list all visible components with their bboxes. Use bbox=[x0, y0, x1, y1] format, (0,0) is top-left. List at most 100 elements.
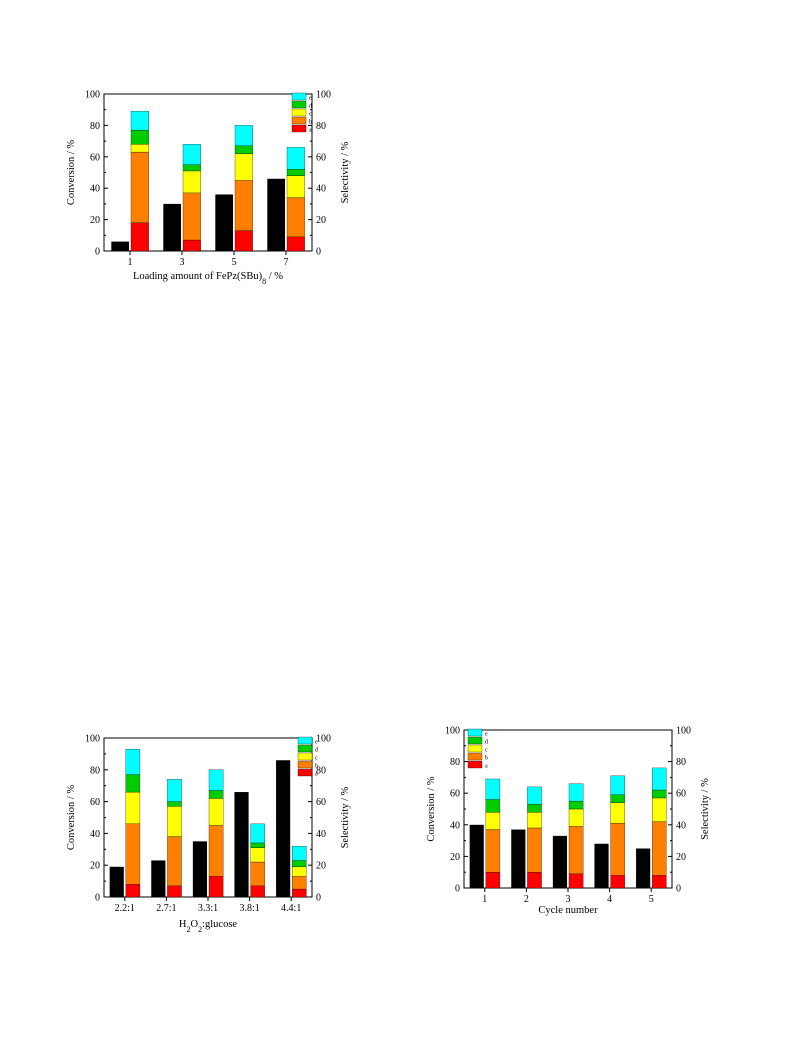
legend-label-a: a bbox=[485, 764, 488, 770]
y2-tick-label: 80 bbox=[676, 757, 686, 768]
selectivity-bar-a bbox=[292, 888, 307, 898]
selectivity-bar-e bbox=[527, 786, 542, 805]
selectivity-bar-c bbox=[286, 175, 305, 198]
selectivity-bar-c bbox=[610, 802, 625, 824]
legend-label-d: d bbox=[315, 748, 318, 754]
x-tick-label: 2.7:1 bbox=[156, 903, 176, 914]
legend-swatch-a bbox=[291, 124, 307, 133]
selectivity-bar-b bbox=[652, 821, 667, 876]
selectivity-bar-b bbox=[485, 829, 501, 873]
selectivity-bar-a bbox=[610, 875, 625, 889]
y-axis-label: Conversion / % bbox=[426, 776, 437, 842]
x-tick-label: 3 bbox=[180, 257, 185, 268]
selectivity-bar-e bbox=[250, 823, 265, 844]
x-axis-label: H2O2:glucose bbox=[179, 919, 238, 934]
y-tick-label: 0 bbox=[95, 893, 100, 904]
legend-swatch-e bbox=[467, 728, 483, 737]
legend-label-c: c bbox=[315, 756, 318, 762]
conversion-bar bbox=[552, 835, 567, 888]
selectivity-bar-c bbox=[234, 153, 253, 181]
legend-label-d: d bbox=[309, 104, 312, 110]
selectivity-bar-a bbox=[234, 230, 253, 252]
selectivity-bar-d bbox=[208, 790, 224, 799]
selectivity-bar-e bbox=[167, 779, 182, 802]
selectivity-bar-d bbox=[286, 169, 305, 176]
y-tick-label: 80 bbox=[90, 765, 100, 776]
conversion-bar bbox=[109, 866, 124, 897]
legend-swatch-b bbox=[467, 752, 483, 761]
selectivity-bar-a bbox=[208, 876, 224, 898]
y-tick-label: 0 bbox=[455, 884, 460, 895]
x-tick-label: 7 bbox=[284, 257, 289, 268]
selectivity-bar-b bbox=[208, 825, 224, 877]
selectivity-bar-a bbox=[167, 885, 182, 898]
selectivity-bar-d bbox=[485, 799, 501, 813]
y2-tick-label: 100 bbox=[316, 90, 331, 101]
legend-label-a: a bbox=[315, 772, 318, 778]
selectivity-bar-d bbox=[527, 804, 542, 813]
selectivity-bar-c bbox=[527, 812, 542, 829]
x-tick-label: 1 bbox=[128, 257, 133, 268]
x-axis-label: Cycle number bbox=[538, 905, 598, 916]
x-tick-label: 3.8:1 bbox=[239, 903, 259, 914]
selectivity-bar-e bbox=[652, 767, 667, 791]
y-tick-label: 80 bbox=[90, 121, 100, 132]
selectivity-bar-b bbox=[250, 861, 265, 887]
y2-tick-label: 100 bbox=[316, 734, 331, 745]
y-tick-label: 60 bbox=[450, 789, 460, 800]
y2-axis-label: Selectivity / % bbox=[700, 778, 711, 840]
x-tick-label: 3.3:1 bbox=[198, 903, 218, 914]
selectivity-bar-e bbox=[182, 144, 201, 165]
legend-swatch-b bbox=[297, 760, 313, 769]
legend-swatch-c bbox=[291, 108, 307, 117]
selectivity-bar-b bbox=[130, 151, 149, 223]
selectivity-bar-b bbox=[292, 876, 307, 890]
legend-label-b: b bbox=[315, 764, 318, 770]
x-tick-label: 2 bbox=[524, 894, 529, 905]
y-tick-label: 20 bbox=[90, 861, 100, 872]
selectivity-bar-e bbox=[610, 775, 625, 795]
selectivity-bar-c bbox=[208, 798, 224, 826]
conversion-bar bbox=[111, 241, 129, 251]
chart-loading-amount-svg: 0 0 20 20 40 40 60 60 80 80 100 100 1 3 5 7 Conversion /… bbox=[66, 90, 351, 286]
conversion-bar bbox=[151, 860, 166, 897]
selectivity-bar-c bbox=[250, 847, 265, 863]
legend-swatch-c bbox=[297, 752, 313, 761]
selectivity-bar-e bbox=[125, 748, 141, 775]
selectivity-bar-a bbox=[125, 884, 141, 898]
y2-axis-label: Selectivity / % bbox=[340, 786, 351, 848]
y-tick-label: 100 bbox=[85, 734, 100, 745]
legend-label-e: e bbox=[315, 740, 318, 746]
selectivity-bar-c bbox=[568, 808, 584, 827]
selectivity-bar-a bbox=[568, 873, 584, 889]
x-axis-label: Loading amount of FePz(SBu)8 / % bbox=[133, 271, 283, 286]
conversion-bar bbox=[594, 843, 609, 888]
selectivity-bar-a bbox=[652, 875, 667, 889]
y2-tick-label: 20 bbox=[316, 861, 326, 872]
legend-label-c: c bbox=[485, 748, 488, 754]
conversion-bar bbox=[234, 792, 249, 897]
y2-tick-label: 0 bbox=[316, 247, 321, 258]
chart-cycle-number-svg: 0 0 20 20 40 40 60 60 80 80 100 100 1 2 3 4 5 Conversion … bbox=[426, 726, 711, 917]
chart-loading-amount: 0 0 20 20 40 40 60 60 80 80 100 100 1 3 5 7 Conversion /… bbox=[60, 86, 360, 291]
legend-label-a: a bbox=[309, 128, 312, 134]
y2-tick-label: 0 bbox=[676, 884, 681, 895]
selectivity-bar-a bbox=[485, 872, 501, 889]
y-tick-label: 20 bbox=[90, 215, 100, 226]
conversion-bar bbox=[267, 178, 285, 251]
selectivity-bar-c bbox=[125, 791, 141, 825]
selectivity-bar-b bbox=[610, 823, 625, 876]
conversion-bar bbox=[511, 829, 526, 888]
x-tick-label: 4.4:1 bbox=[281, 903, 301, 914]
selectivity-bar-e bbox=[485, 778, 501, 800]
legend-swatch-a bbox=[467, 760, 483, 769]
conversion-bar bbox=[163, 203, 181, 251]
legend-label-b: b bbox=[485, 756, 488, 762]
chart-h2o2-glucose: 0 0 20 20 40 40 60 60 80 80 100 100 2.2:1 2.7:1 3.3:1 3… bbox=[60, 730, 360, 945]
conversion-bar bbox=[469, 824, 484, 888]
selectivity-bar-d bbox=[250, 842, 265, 848]
y2-tick-label: 80 bbox=[316, 121, 326, 132]
selectivity-bar-c bbox=[182, 170, 201, 194]
